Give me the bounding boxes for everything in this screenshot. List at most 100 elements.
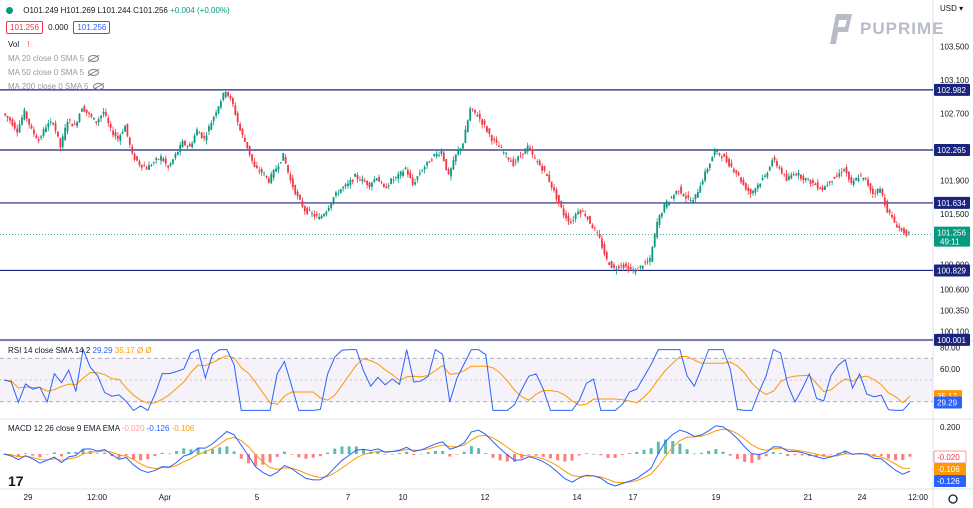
macd-histogram-bar [390,453,394,455]
candle-body [663,203,666,213]
macd-histogram-bar [477,448,481,454]
candle-body [687,194,690,198]
candle-body [52,123,55,125]
macd-histogram-bar [786,454,790,456]
candle-body [246,141,249,149]
legend-ma200[interactable]: MA 200 close 0 SMA 5 [8,82,104,91]
hidden-eye-icon[interactable] [88,55,100,63]
candle-body [533,157,536,159]
candle-body [737,172,740,176]
candle-body [265,175,268,178]
candle-body [382,184,385,188]
candle-body [116,135,119,139]
ask-button[interactable]: 101.256 [73,21,111,34]
candle-body [210,122,213,130]
candle-body [522,153,524,156]
macd-histogram-bar [175,451,179,454]
candle-body [342,186,345,189]
candle-body [531,149,534,155]
macd-histogram-bar [520,454,524,459]
candle-body [267,178,270,183]
candle-body [203,136,206,138]
candle-body [610,261,613,268]
macd-histogram-bar [304,454,308,459]
candle-body [500,147,503,149]
open-value: O101.249 [23,6,59,15]
level-label: 100.829 [937,266,966,275]
macd-histogram-bar [448,454,452,457]
countdown-label: 49:11 [940,238,960,247]
candle-body [617,266,620,269]
candle-body [9,117,11,121]
candle-body [481,119,484,125]
candle-body [807,178,810,180]
bid-button[interactable]: 101.256 [6,21,43,34]
candle-body [601,238,603,248]
macd-histogram-bar [60,454,64,457]
candle-body [152,162,155,163]
macd-histogram-bar [24,453,28,454]
legend-vol[interactable]: Vol ! [8,40,30,49]
candle-body [840,171,843,173]
candle-body [136,156,138,161]
candle-body [835,175,838,177]
candle-body [320,215,323,219]
candle-body [18,124,21,133]
candle-body [363,180,366,182]
ma200-label: MA 200 close 0 SMA 5 [8,82,89,91]
ma20-label: MA 20 close 0 SMA 5 [8,54,85,63]
candle-body [114,132,117,137]
candle-body [783,173,786,175]
candle-body [421,170,424,172]
candle-body [761,178,764,180]
macd-histogram-bar [613,454,617,458]
candle-body [155,158,158,161]
candle-body [545,173,548,176]
hidden-eye-icon[interactable] [88,69,100,77]
candle-body [33,129,35,135]
candle-body [639,265,642,268]
candle-body [411,177,414,185]
candle-body [867,179,869,186]
brand-name: PUPRIME [860,19,945,38]
candle-body [886,200,889,213]
candle-body [766,172,769,177]
candle-body [251,154,253,161]
candle-body [347,183,349,186]
candle-body [754,188,757,193]
candle-body [241,128,244,135]
currency-selector[interactable]: USD ▾ [940,4,963,13]
candle-body [593,228,596,230]
macd-histogram-bar [548,454,552,459]
candle-body [85,109,88,113]
candle-body [728,158,730,167]
macd-histogram-bar [218,447,222,454]
hidden-eye-icon[interactable] [92,83,104,91]
rsi-legend: RSI 14 close SMA 14 2 29.29 35.17 Ø Ø [8,346,152,355]
candle-body [596,232,599,234]
level-label: 102.982 [937,86,966,95]
candle-body [529,147,532,150]
time-tick-label: 12:00 [908,493,929,502]
rsi-value-badge [934,396,962,409]
macd-histogram-bar [74,451,78,454]
candle-body [634,269,637,273]
candle-body [771,160,774,167]
candle-body [711,157,714,162]
close-value: C101.256 [133,6,168,15]
legend-ma50[interactable]: MA 50 close 0 SMA 5 [8,68,100,77]
rsi-line [3,347,911,412]
price-tick-label: 100.600 [940,286,969,295]
legend-ma20[interactable]: MA 20 close 0 SMA 5 [8,54,100,63]
candle-body [505,153,508,155]
brand-logo-area: PUPRIME [826,12,944,46]
macd-histogram-bar [505,454,509,462]
candle-body [883,197,886,206]
candle-body [83,106,86,112]
gear-icon[interactable] [948,494,958,504]
low-value: L101.244 [97,6,131,15]
macd-legend: MACD 12 26 close 9 EMA EMA -0.020 -0.126… [8,424,195,433]
candle-body [756,184,759,189]
candle-body [430,159,433,161]
